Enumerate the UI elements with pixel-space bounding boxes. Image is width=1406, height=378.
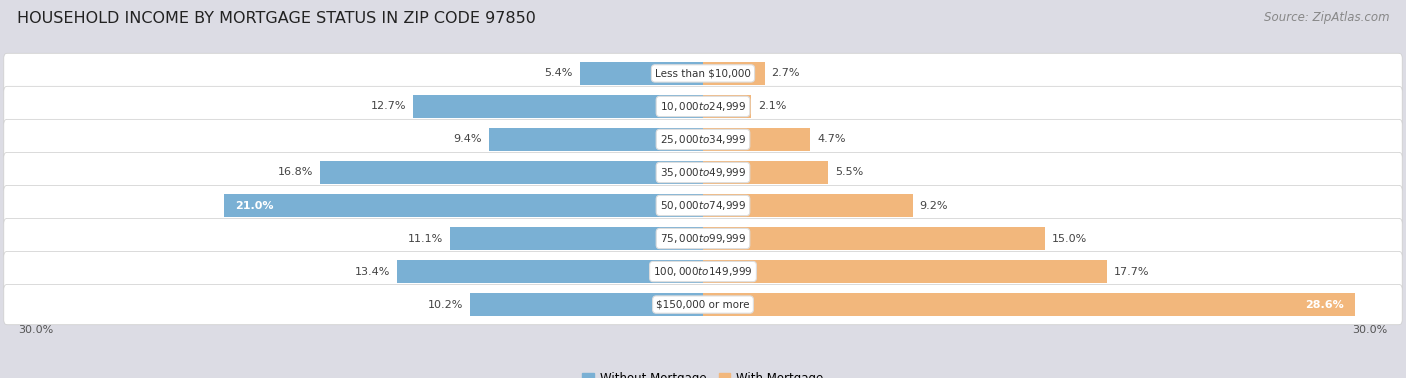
Text: 2.7%: 2.7% xyxy=(772,68,800,78)
Bar xyxy=(703,62,765,85)
Text: $10,000 to $24,999: $10,000 to $24,999 xyxy=(659,100,747,113)
Bar xyxy=(398,260,703,283)
Text: 9.2%: 9.2% xyxy=(920,200,948,211)
Bar xyxy=(224,194,703,217)
Text: 2.1%: 2.1% xyxy=(758,101,786,112)
Text: 9.4%: 9.4% xyxy=(453,135,482,144)
Text: 12.7%: 12.7% xyxy=(371,101,406,112)
Text: 5.4%: 5.4% xyxy=(544,68,574,78)
FancyBboxPatch shape xyxy=(4,152,1402,193)
Text: $25,000 to $34,999: $25,000 to $34,999 xyxy=(659,133,747,146)
Text: 4.7%: 4.7% xyxy=(817,135,845,144)
Text: $35,000 to $49,999: $35,000 to $49,999 xyxy=(659,166,747,179)
Text: 11.1%: 11.1% xyxy=(408,234,443,243)
Text: 16.8%: 16.8% xyxy=(277,167,314,178)
FancyBboxPatch shape xyxy=(4,218,1402,259)
Text: Source: ZipAtlas.com: Source: ZipAtlas.com xyxy=(1264,11,1389,24)
Text: 13.4%: 13.4% xyxy=(356,266,391,277)
Bar xyxy=(703,293,1355,316)
Legend: Without Mortgage, With Mortgage: Without Mortgage, With Mortgage xyxy=(578,367,828,378)
Text: $50,000 to $74,999: $50,000 to $74,999 xyxy=(659,199,747,212)
Text: 30.0%: 30.0% xyxy=(1353,325,1388,335)
Text: Less than $10,000: Less than $10,000 xyxy=(655,68,751,78)
Text: 10.2%: 10.2% xyxy=(427,300,464,310)
Bar xyxy=(703,161,828,184)
FancyBboxPatch shape xyxy=(4,53,1402,94)
Bar xyxy=(703,194,912,217)
Text: 21.0%: 21.0% xyxy=(235,200,274,211)
Bar xyxy=(703,95,751,118)
Bar xyxy=(413,95,703,118)
Bar xyxy=(703,227,1045,250)
FancyBboxPatch shape xyxy=(4,119,1402,160)
Bar xyxy=(488,128,703,151)
FancyBboxPatch shape xyxy=(4,251,1402,292)
Bar xyxy=(703,260,1107,283)
Bar xyxy=(579,62,703,85)
Text: $100,000 to $149,999: $100,000 to $149,999 xyxy=(654,265,752,278)
Text: $75,000 to $99,999: $75,000 to $99,999 xyxy=(659,232,747,245)
Text: HOUSEHOLD INCOME BY MORTGAGE STATUS IN ZIP CODE 97850: HOUSEHOLD INCOME BY MORTGAGE STATUS IN Z… xyxy=(17,11,536,26)
Text: 30.0%: 30.0% xyxy=(18,325,53,335)
Text: 15.0%: 15.0% xyxy=(1052,234,1087,243)
Bar xyxy=(471,293,703,316)
FancyBboxPatch shape xyxy=(4,284,1402,325)
Bar xyxy=(319,161,703,184)
Text: 28.6%: 28.6% xyxy=(1305,300,1344,310)
FancyBboxPatch shape xyxy=(4,86,1402,127)
Text: 17.7%: 17.7% xyxy=(1114,266,1149,277)
Bar xyxy=(703,128,810,151)
Text: 5.5%: 5.5% xyxy=(835,167,863,178)
Bar xyxy=(450,227,703,250)
Text: $150,000 or more: $150,000 or more xyxy=(657,300,749,310)
FancyBboxPatch shape xyxy=(4,185,1402,226)
